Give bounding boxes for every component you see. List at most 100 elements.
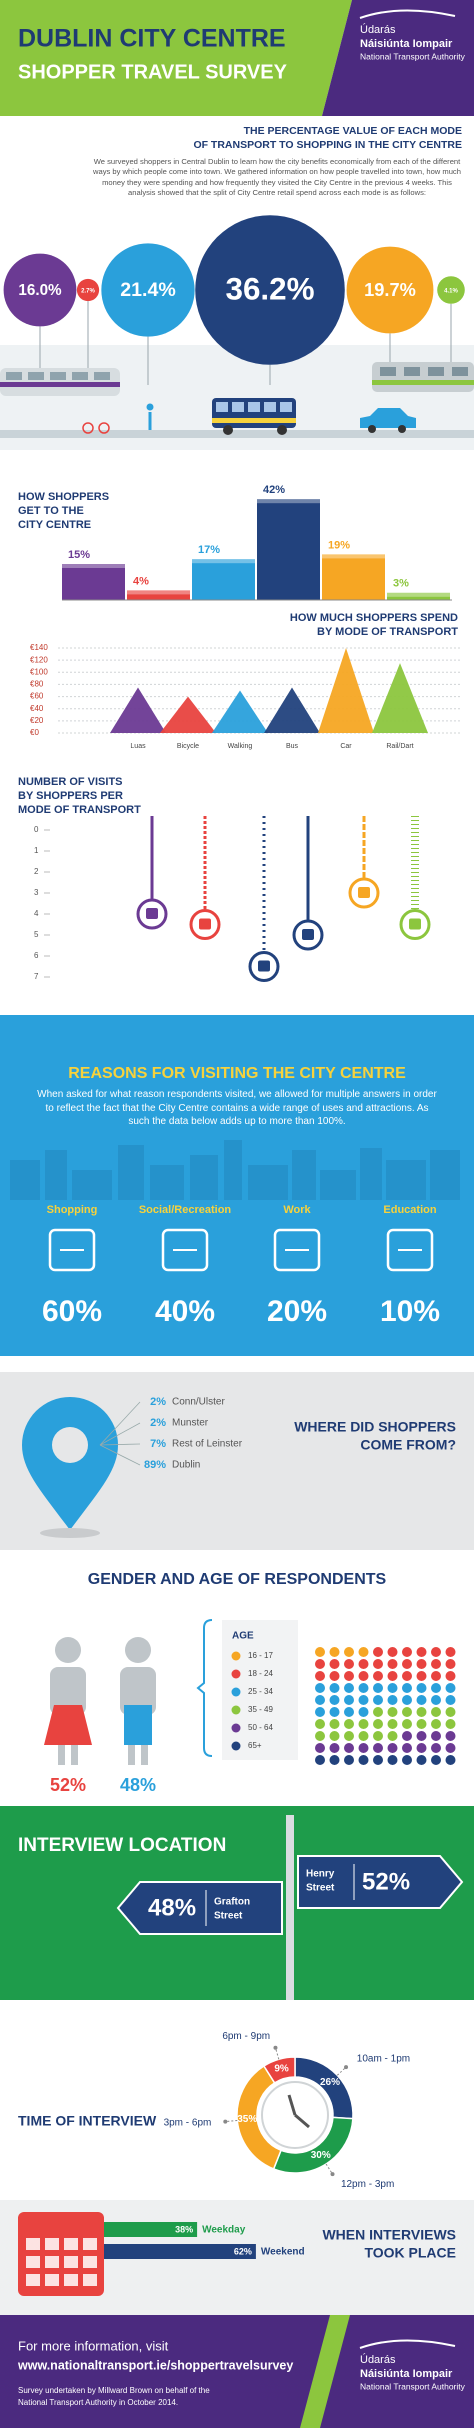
section-title: CITY CENTRE (18, 519, 91, 531)
person-leg (71, 1745, 78, 1765)
location-pin (22, 1397, 118, 1530)
reason-value: 40% (155, 1295, 215, 1328)
y-tick-label: €80 (30, 680, 44, 689)
legend-swatch (231, 1705, 241, 1715)
age-dot (373, 1707, 383, 1717)
age-dot (431, 1647, 441, 1657)
age-dot (402, 1671, 412, 1681)
reason-label: Education (383, 1204, 436, 1216)
calendar-cell (45, 2256, 59, 2268)
intro-text: We surveyed shoppers in Central Dublin t… (93, 157, 461, 197)
age-dot (402, 1731, 412, 1741)
legend-label: 25 - 34 (248, 1687, 273, 1696)
age-dot (373, 1671, 383, 1681)
calendar-cell (45, 2238, 59, 2250)
y-tick-label: €20 (30, 716, 44, 725)
legend-label: 16 - 17 (248, 1651, 273, 1660)
when-bar (104, 2222, 198, 2237)
bubble (101, 243, 195, 337)
location-value: 52% (362, 1868, 410, 1895)
age-dot (344, 1707, 354, 1717)
age-dot (445, 1683, 456, 1693)
age-dot (416, 1683, 427, 1693)
reason-label: Shopping (47, 1204, 98, 1216)
y-tick-label: 2 (34, 867, 39, 876)
origin-value: 2% (150, 1417, 166, 1429)
slice-label: 26% (320, 2077, 340, 2088)
sign-pole (286, 1815, 294, 2000)
age-dot-group (315, 1755, 456, 1765)
bus-window (232, 402, 244, 412)
origin-label: Munster (172, 1418, 209, 1429)
age-dot (416, 1707, 427, 1717)
pin-shadow (40, 1528, 100, 1538)
bar-cap (127, 590, 190, 595)
reason-icon (161, 1228, 209, 1272)
bike-wheel (82, 422, 94, 434)
age-dot (344, 1683, 354, 1693)
origin-value: 7% (150, 1438, 166, 1450)
footer-note: Survey undertaken by Millward Brown on b… (18, 2386, 210, 2395)
section-title: COME FROM? (360, 1437, 456, 1453)
section-title: HOW SHOPPERS (18, 491, 109, 503)
age-dot (445, 1731, 456, 1741)
age-dot (431, 1731, 441, 1741)
age-dot (416, 1647, 427, 1657)
age-dot (373, 1659, 383, 1669)
bar (257, 499, 320, 600)
person-skirt (44, 1705, 92, 1745)
age-dot (402, 1659, 412, 1669)
train-stripe (372, 380, 474, 385)
bubble (346, 246, 434, 334)
age-dot (431, 1695, 441, 1705)
age-dot (344, 1755, 354, 1765)
donut-slice (262, 2056, 296, 2084)
car-wheel (368, 425, 376, 433)
age-dot (402, 1695, 412, 1705)
calendar-cell (64, 2274, 78, 2286)
footer-url: www.nationaltransport.ie/shoppertravelsu… (17, 2358, 293, 2372)
sign-henry (297, 1855, 464, 1909)
age-dot (416, 1743, 427, 1753)
age-dot-group (315, 1731, 456, 1753)
age-dot (329, 1683, 340, 1693)
bar-cap (387, 592, 450, 597)
visit-icon-glyph (146, 908, 158, 919)
age-dot (431, 1719, 441, 1729)
age-dot (358, 1731, 369, 1741)
reason-icon (48, 1228, 96, 1272)
x-tick-label: Walking (228, 743, 253, 750)
age-dot (402, 1755, 412, 1765)
bar (387, 592, 450, 600)
tram-window (94, 372, 110, 380)
age-dot (431, 1743, 441, 1753)
age-dot (315, 1647, 325, 1657)
footer-intro: For more information, visit (18, 2338, 169, 2353)
age-dot (416, 1659, 427, 1669)
age-dot (329, 1719, 340, 1729)
origin-connector (99, 1401, 141, 1446)
reason-value: 20% (267, 1295, 327, 1328)
calendar-cell (26, 2256, 40, 2268)
bubble (437, 276, 465, 304)
train (372, 362, 474, 392)
logo-swoosh (359, 2339, 456, 2349)
age-dot (387, 1683, 398, 1693)
reason-value: 10% (380, 1295, 440, 1328)
skyline-building (320, 1170, 356, 1200)
spend-triangle (318, 648, 374, 733)
age-dot (387, 1695, 398, 1705)
visit-icon-glyph (302, 929, 314, 940)
footer-purple (0, 2315, 474, 2428)
age-dot (416, 1671, 427, 1681)
age-dot (431, 1671, 441, 1681)
age-dot (445, 1695, 456, 1705)
bubble (76, 278, 100, 302)
logo-text: Náisiúnta Iompair (360, 38, 453, 50)
calendar-cell (83, 2238, 97, 2250)
x-tick-label: Bus (286, 743, 299, 750)
calendar-cell (26, 2238, 40, 2250)
bar-cap (257, 499, 320, 504)
logo-text: Náisiúnta Iompair (360, 2368, 453, 2380)
clock-hand (294, 2113, 310, 2129)
